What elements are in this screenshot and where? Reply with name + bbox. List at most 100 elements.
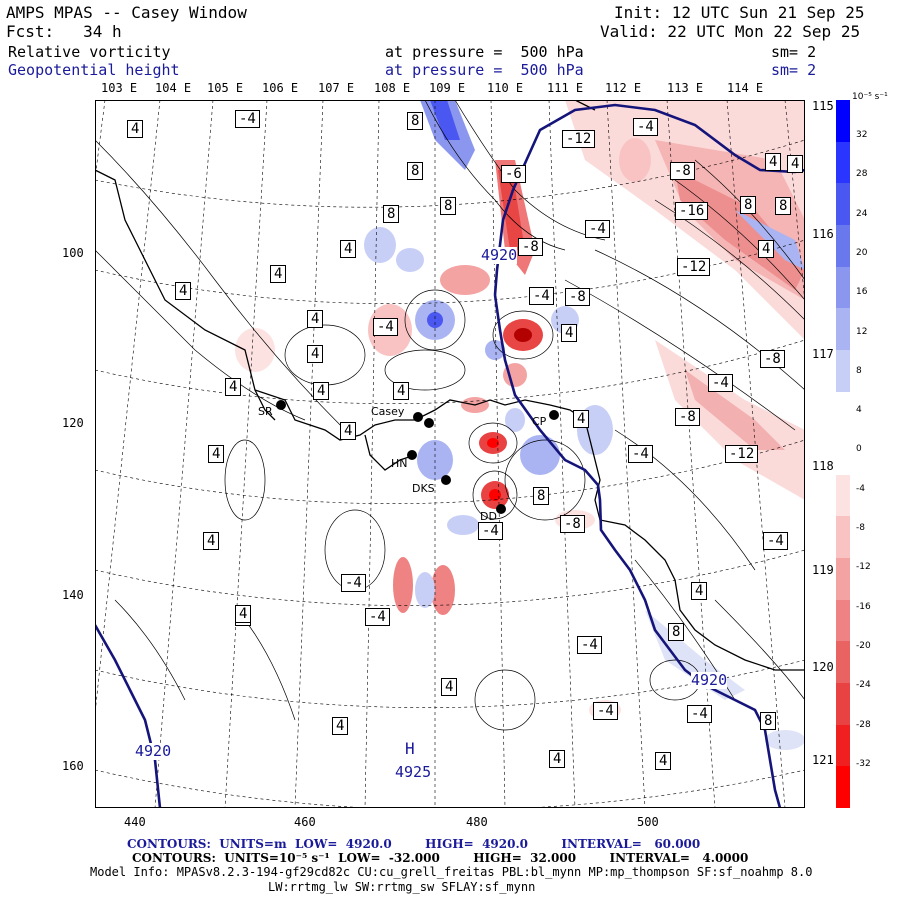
station-label-hn: HN: [391, 457, 408, 470]
colorbar-segment: [836, 558, 850, 601]
vorticity-value-box: 4: [175, 282, 192, 300]
vorticity-value-box: 8: [740, 196, 757, 214]
station-markers: [276, 400, 559, 514]
lon-label-105: 105 E: [207, 81, 244, 95]
colorbar-tick-label: -24: [856, 680, 871, 691]
vorticity-value-box: -12: [725, 445, 759, 463]
lon-label-109: 109 E: [429, 81, 466, 95]
station-label-cp: CP: [532, 415, 547, 428]
station-dd-dot[interactable]: [496, 504, 506, 514]
vorticity-value-box: 4: [332, 717, 349, 735]
colorbar-tick-label: 16: [856, 287, 868, 298]
vorticity-value-box: -4: [478, 522, 503, 540]
vorticity-value-box: 8: [407, 162, 424, 180]
vorticity-value-box: -4: [628, 445, 653, 463]
vorticity-value-box: -4: [687, 705, 712, 723]
colorbar-segment: [836, 599, 850, 642]
vorticity-value-box: 4: [758, 240, 775, 258]
vorticity-value-box: -4: [373, 318, 398, 336]
colorbar-segment: [836, 724, 850, 767]
forecast-hour: Fcst: 34 h: [6, 22, 122, 41]
height-label-4920-a: 4920: [481, 246, 518, 264]
colorbar-tick-label: 32: [856, 130, 868, 140]
vorticity-value-box: -8: [518, 238, 543, 256]
colorbar-unit: 10⁻⁵ s⁻¹: [852, 92, 888, 102]
vorticity-value-box: 4: [691, 582, 708, 600]
vorticity-value-box: -8: [675, 408, 700, 426]
latlon-grid: [95, 100, 805, 808]
station-sr-dot[interactable]: [276, 400, 286, 410]
vorticity-value-box: 8: [533, 487, 550, 505]
init-time: Init: 12 UTC Sun 21 Sep 25: [614, 3, 865, 22]
vorticity-value-box: -8: [670, 162, 695, 180]
field2-smoothing: sm= 2: [771, 61, 817, 79]
colorbar-segment: [836, 516, 850, 559]
vorticity-value-box: 4: [203, 532, 220, 550]
x-tick-440: 440: [124, 815, 146, 829]
vorticity-value-box: 4: [340, 240, 357, 258]
station-dks-dot[interactable]: [441, 475, 451, 485]
colorbar-tick-label: -4: [856, 483, 865, 494]
lon-label-114: 114 E: [727, 81, 764, 95]
map-plot: SR Casey HN DKS CP DD 4920 4920 4920 H 4…: [95, 100, 805, 808]
colorbar-segment: [836, 224, 850, 268]
vorticity-value-box: -4: [529, 287, 554, 305]
vorticity-value-box: 4: [270, 265, 287, 283]
station-cp-dot[interactable]: [549, 410, 559, 420]
colorbar-segment: [836, 474, 850, 517]
vorticity-value-box: -6: [501, 165, 526, 183]
station-label-dks: DKS: [412, 482, 435, 495]
vorticity-value-box: -4: [365, 608, 390, 626]
height-label-4920-b: 4920: [691, 671, 728, 689]
station-hn-dot[interactable]: [407, 450, 417, 460]
lon-label-106: 106 E: [262, 81, 299, 95]
colorbar-tick-label: -20: [856, 640, 871, 651]
vorticity-value-box: 8: [668, 623, 685, 641]
colorbar-tick-label: 12: [856, 326, 868, 337]
vorticity-value-box: 8: [440, 197, 457, 215]
vorticity-value-box: 4: [208, 445, 225, 463]
vorticity-value-box: -8: [565, 288, 590, 306]
field1-smoothing: sm= 2: [771, 43, 817, 61]
colorbar-tick-label: 20: [856, 247, 868, 258]
vorticity-value-box: -12: [562, 130, 596, 148]
station-label-dd: DD: [480, 510, 497, 523]
valid-time: Valid: 22 UTC Mon 22 Sep 25: [600, 22, 861, 41]
colorbar-segment: [836, 391, 850, 434]
vorticity-value-box: -4: [235, 110, 260, 128]
station-casey-dot[interactable]: [413, 412, 423, 422]
vorticity-value-box: 4: [393, 382, 410, 400]
station-casey-dot-2[interactable]: [424, 418, 434, 428]
colorbar-tick-label: -32: [856, 758, 871, 769]
vorticity-value-box: -4: [708, 374, 733, 392]
vorticity-value-box: 4: [765, 153, 782, 171]
vorticity-value-box: 4: [573, 410, 590, 428]
colorbar-segment: [836, 683, 850, 726]
field2-name: Geopotential height: [8, 61, 180, 79]
vorticity-value-box: 4: [235, 605, 252, 623]
y-tick-140: 140: [62, 588, 84, 602]
high-value: 4925: [395, 763, 432, 781]
colorbar-tick-label: -8: [856, 523, 865, 533]
vorticity-value-box: 4: [313, 382, 330, 400]
vorticity-value-box: 4: [441, 678, 458, 696]
vorticity-value-box: 8: [383, 205, 400, 223]
vorticity-value-box: -4: [763, 532, 788, 550]
colorbar-tick-label: 4: [856, 405, 862, 416]
vorticity-value-box: 4: [307, 345, 324, 363]
lon-label-112: 112 E: [605, 81, 642, 95]
model-info-physics: LW:rrtmg_lw SW:rrtmg_sw SFLAY:sf_mynn: [268, 880, 536, 894]
contour-info-height: CONTOURS: UNITS=m LOW= 4920.0 HIGH= 4920…: [127, 837, 701, 851]
x-tick-500: 500: [637, 815, 659, 829]
lon-label-103: 103 E: [101, 81, 138, 95]
y-tick-160: 160: [62, 759, 84, 773]
vorticity-value-box: 4: [307, 310, 324, 328]
colorbar-tick-label: 0: [856, 444, 862, 455]
vorticity-value-box: -8: [760, 350, 785, 368]
vorticity-value-box: -16: [675, 202, 709, 220]
vorticity-value-box: 4: [549, 750, 566, 768]
model-title: AMPS MPAS -- Casey Window: [6, 3, 247, 22]
colorbar-tick-label: -16: [856, 601, 871, 612]
height-label-4920-c: 4920: [135, 742, 172, 760]
vorticity-value-box: 8: [775, 197, 792, 215]
